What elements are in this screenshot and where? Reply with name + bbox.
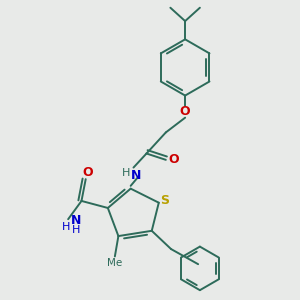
- Text: N: N: [131, 169, 141, 182]
- Text: O: O: [82, 166, 93, 178]
- Text: N: N: [71, 214, 81, 227]
- Text: S: S: [160, 194, 169, 207]
- Text: H: H: [62, 222, 70, 232]
- Text: Me: Me: [107, 259, 122, 269]
- Text: H: H: [122, 168, 130, 178]
- Text: H: H: [72, 225, 80, 236]
- Text: O: O: [168, 153, 179, 166]
- Text: O: O: [180, 105, 190, 118]
